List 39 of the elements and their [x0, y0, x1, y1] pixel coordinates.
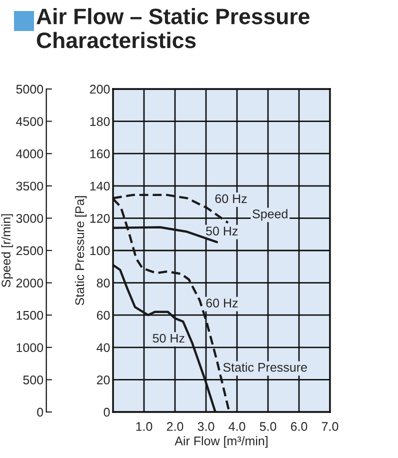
y2-tick-label: 5000	[16, 84, 44, 94]
y-tick-label: 160	[90, 149, 110, 158]
y2-tick-label: 2000	[16, 278, 44, 288]
y2-axis-title: Speed [r/min]	[1, 214, 13, 288]
y2-tick-label: 0	[37, 408, 44, 417]
annotation: 60 Hz	[215, 194, 247, 204]
y-tick-label: 0	[104, 408, 110, 417]
x-tick-label: 7.0	[322, 422, 338, 431]
y-tick-label: 120	[90, 214, 110, 223]
y-axis-title: Static Pressure [Pa]	[74, 196, 87, 306]
x-tick-label: 6.0	[290, 422, 308, 431]
y-tick-label: 200	[90, 84, 110, 94]
x-tick-label: 1.0	[136, 422, 152, 431]
y-tick-label: 180	[90, 117, 110, 126]
x-tick-label: 2.0	[166, 422, 184, 431]
x-axis-title: Air Flow [m³/min]	[174, 436, 268, 448]
y-tick-label: 100	[90, 246, 110, 256]
y2-tick-label: 4500	[16, 117, 44, 126]
y2-tick-label: 1500	[16, 310, 44, 320]
annotation: 60 Hz	[206, 298, 238, 308]
annotation: Static Pressure	[223, 362, 307, 372]
x-tick-label: 4.0	[228, 422, 246, 431]
y-tick-label: 20	[96, 376, 110, 384]
y2-tick-label: 4000	[16, 149, 44, 158]
y2-tick-label: 500	[23, 376, 44, 384]
y2-tick-label: 3500	[16, 182, 44, 191]
y2-tick-label: 1000	[16, 343, 44, 352]
y2-tick-label: 3000	[16, 214, 44, 223]
y-tick-label: 80	[96, 278, 110, 288]
y-tick-label: 60	[96, 310, 110, 320]
y-tick-label: 40	[96, 343, 110, 352]
annotation: 50 Hz	[206, 226, 238, 236]
y2-tick-label: 2500	[16, 246, 44, 256]
chart-title: Air Flow – Static Pressure Characteristics	[36, 8, 310, 48]
annotation: 50 Hz	[152, 334, 184, 343]
annotation: Speed	[252, 209, 288, 221]
x-tick-label: 5.0	[260, 422, 276, 431]
x-tick-label: 3.0	[198, 422, 214, 431]
y-tick-label: 140	[90, 182, 110, 191]
